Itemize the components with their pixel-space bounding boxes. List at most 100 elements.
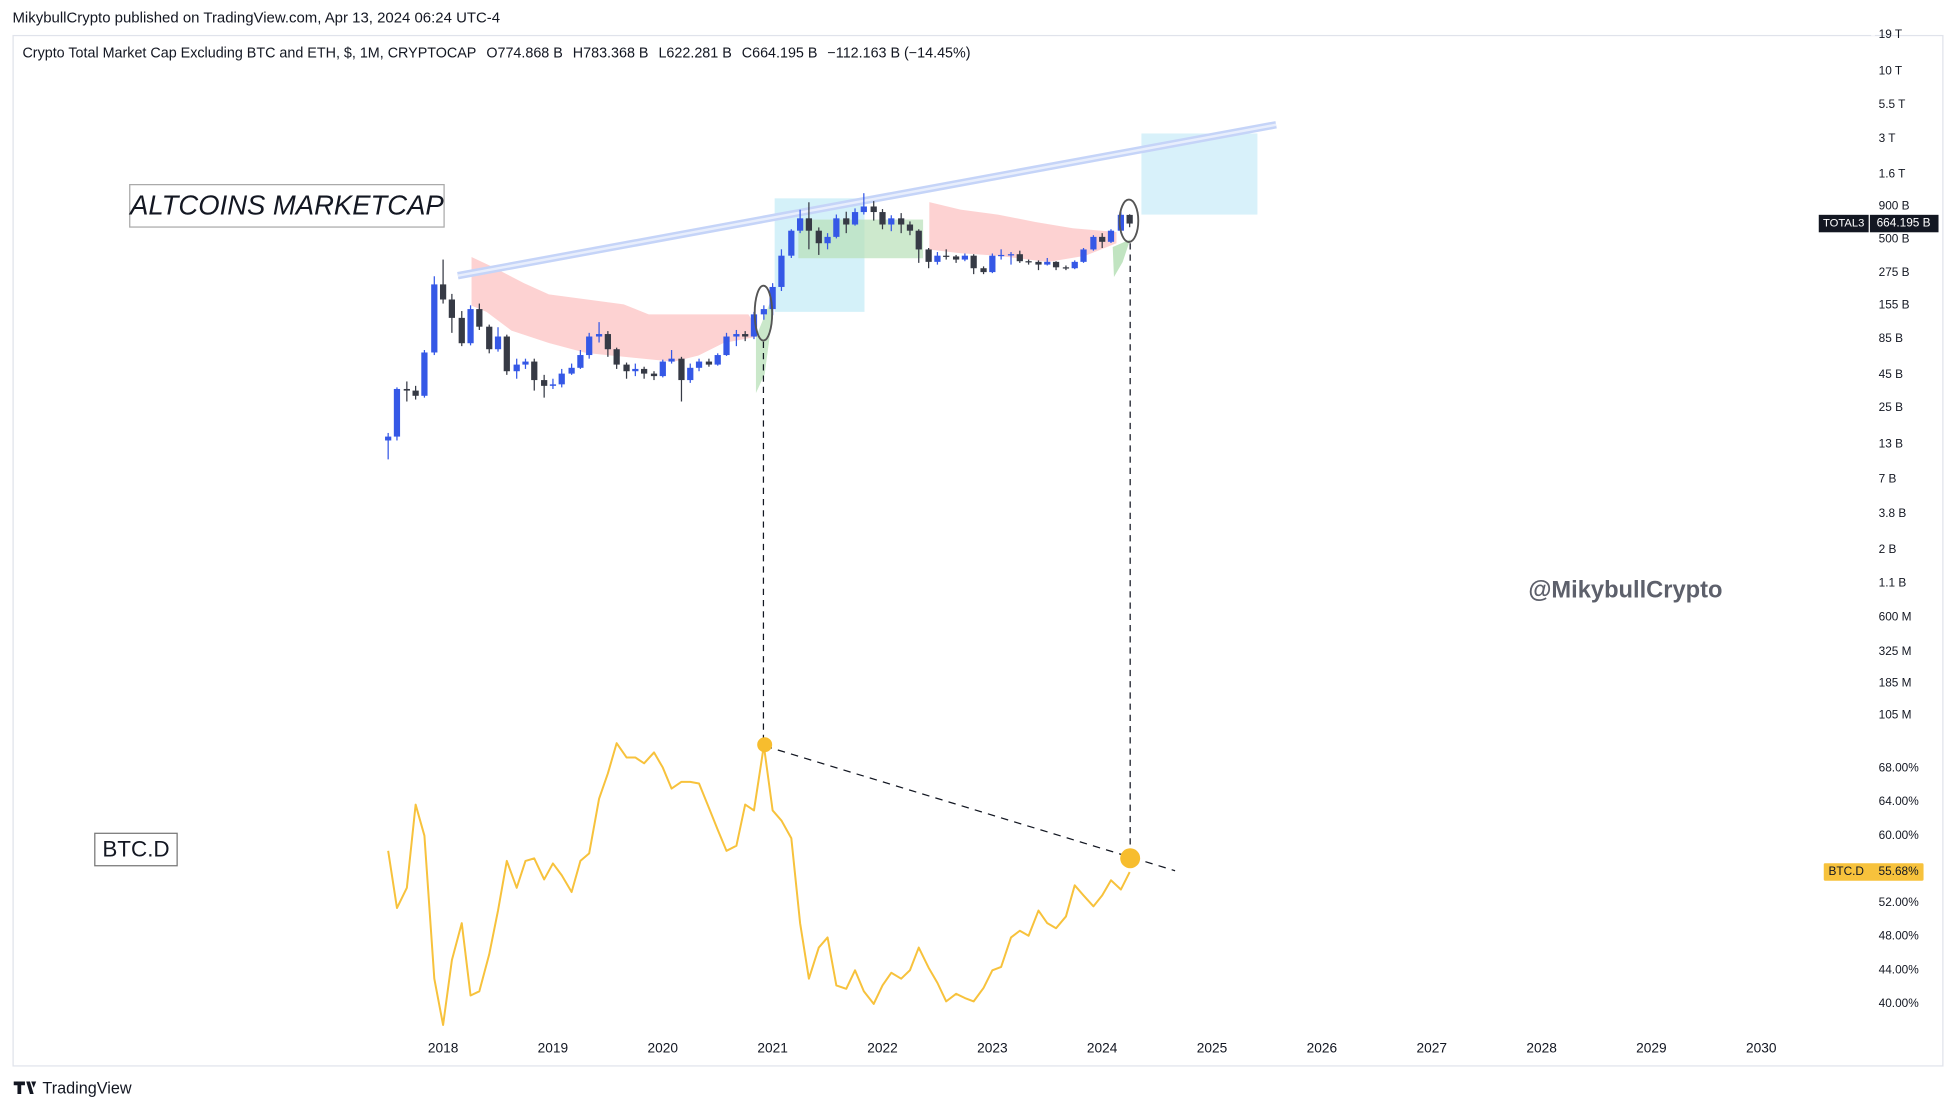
x-tick-label: 2019 — [538, 1041, 569, 1056]
candle-body — [1099, 236, 1106, 242]
price-tag-value: 55.68% — [1879, 864, 1920, 878]
candle-body — [898, 218, 905, 225]
y-tick-label: 25 B — [1879, 400, 1903, 414]
legend-high: H783.368 B — [573, 45, 649, 61]
y-tick-label: 45 B — [1879, 367, 1903, 381]
candle-body — [906, 224, 914, 231]
candle-body — [632, 368, 639, 372]
brand-logo — [13, 1081, 37, 1095]
y-tick-label: 2 B — [1879, 542, 1897, 556]
chart-frame — [12, 34, 1944, 1067]
candle-body — [788, 230, 795, 256]
x-tick-label: 2027 — [1416, 1041, 1447, 1056]
highlight-ellipse — [753, 284, 774, 342]
x-tick-label: 2025 — [1197, 1041, 1228, 1056]
legend-title: Crypto Total Market Cap Excluding BTC an… — [22, 45, 476, 61]
y-tick-label: 185 M — [1879, 676, 1912, 690]
x-tick-label: 2022 — [867, 1041, 898, 1056]
candle-body — [934, 255, 941, 262]
candle-body — [714, 355, 721, 365]
candle-body — [723, 336, 730, 356]
y-tick-label: 1.6 T — [1879, 166, 1906, 180]
y-tick-label: 155 B — [1879, 297, 1910, 311]
candle-body — [476, 309, 483, 327]
y-tick-label: 40.00% — [1879, 996, 1920, 1010]
highlight-ellipse — [1118, 198, 1140, 243]
candle-body — [970, 255, 977, 269]
candle-body — [439, 284, 447, 300]
legend-close: C664.195 B — [742, 45, 818, 61]
candle-body — [503, 336, 510, 372]
candle-body — [659, 361, 666, 377]
candle-body — [833, 218, 840, 237]
plot: 19 T 10 T 5.5 T 3 T 1.6 T 900 B 500 B 275 B 155 … — [385, 27, 1939, 1056]
legend-line: Crypto Total Market Cap Excluding BTC an… — [22, 45, 970, 61]
candle-body — [1071, 261, 1078, 269]
candle-body — [989, 255, 996, 273]
bearish-cloud — [929, 202, 1117, 262]
y-tick-label: 3 T — [1879, 131, 1896, 145]
annotation-box — [94, 832, 178, 867]
candle-body — [769, 286, 776, 310]
y-tick-label: 68.00% — [1879, 761, 1920, 775]
y-tick-label: 19 T — [1879, 27, 1903, 41]
candle-body — [879, 212, 886, 225]
candle-body — [687, 367, 694, 381]
drawings-over: ALTCOINS MARKETCAP BTC.D @MikybullCrypto — [94, 184, 1723, 872]
candle-body — [1080, 249, 1087, 262]
trend-line-inner — [457, 123, 1277, 277]
candle-body — [412, 390, 419, 396]
candle-body — [458, 317, 465, 344]
candle-body — [586, 336, 593, 356]
price-tag — [1869, 214, 1939, 233]
highlight-dot — [757, 737, 773, 753]
candle-body — [943, 255, 950, 257]
candle-body — [843, 218, 850, 225]
candle-body — [604, 334, 611, 350]
candle-body — [695, 361, 703, 368]
candle-body — [577, 355, 584, 368]
y-tick-label: 7 B — [1879, 472, 1897, 486]
candle-body — [1016, 254, 1023, 262]
candle-body — [952, 256, 960, 260]
drawings-under — [457, 121, 1277, 393]
watermark: @MikybullCrypto — [1528, 578, 1722, 604]
x-tick-label: 2026 — [1307, 1041, 1338, 1056]
price-tag-symbol: BTC.D — [1828, 864, 1864, 878]
candle-body — [824, 236, 831, 244]
candle-body — [494, 336, 502, 350]
y-tick-label: 10 T — [1879, 63, 1903, 77]
bullish-cloud — [755, 289, 776, 393]
dashed-trend-line — [764, 745, 1176, 872]
y-tick-label: 900 B — [1879, 199, 1910, 213]
candle-body — [549, 384, 557, 386]
candle-body — [961, 255, 969, 260]
y-tick-label: 13 B — [1879, 437, 1903, 451]
candle-body — [421, 352, 428, 396]
candle-body — [851, 212, 859, 225]
candle-body — [888, 218, 895, 225]
annotation-box — [129, 184, 445, 228]
candle-body — [742, 334, 749, 337]
candle-body — [1044, 261, 1051, 265]
candle-body — [815, 230, 822, 244]
candle-body — [915, 230, 922, 250]
y-tick-label: 325 M — [1879, 644, 1912, 658]
candle-body — [1107, 230, 1115, 242]
candle-body — [796, 218, 804, 231]
x-tick-label: 2023 — [977, 1041, 1008, 1056]
candle-body — [650, 373, 658, 377]
y-tick-label: 5.5 T — [1879, 97, 1906, 111]
price-tag-value: 664.195 B — [1877, 216, 1931, 230]
candle-body — [558, 373, 565, 385]
x-tick-label: 2018 — [428, 1041, 459, 1056]
candle-body — [870, 206, 877, 213]
candle-body — [1025, 261, 1032, 263]
y-tick-label: 48.00% — [1879, 929, 1920, 943]
x-tick-label: 2024 — [1087, 1041, 1118, 1056]
candle-body — [1126, 214, 1133, 224]
candle-body — [668, 358, 675, 362]
y-tick-label: 85 B — [1879, 331, 1903, 345]
